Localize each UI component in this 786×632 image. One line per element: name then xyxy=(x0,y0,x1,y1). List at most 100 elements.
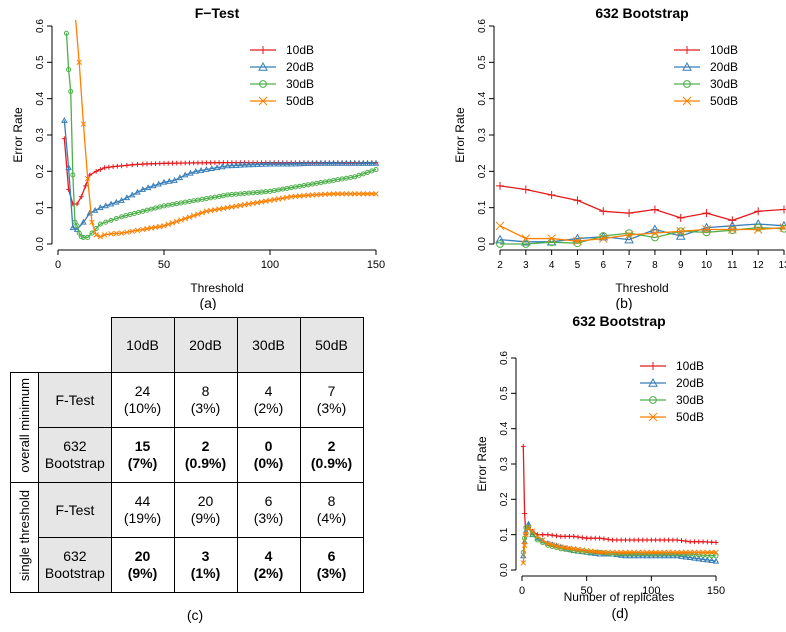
data-point xyxy=(102,165,108,171)
data-point xyxy=(212,160,218,166)
chart-caption: (d) xyxy=(611,605,628,621)
data-point xyxy=(573,196,582,205)
data-point xyxy=(599,232,608,240)
data-point xyxy=(106,164,112,170)
data-point xyxy=(148,225,155,231)
data-point xyxy=(683,46,691,54)
data-point xyxy=(139,186,147,192)
table-cell: 4 (2%) xyxy=(236,537,301,593)
data-point xyxy=(601,549,607,556)
data-point xyxy=(166,177,173,184)
data-point xyxy=(129,228,135,235)
cell-pct: (10%) xyxy=(123,400,162,416)
data-point xyxy=(605,536,611,542)
y-tick-label: 0.0 xyxy=(477,237,488,251)
table-cell: 6 (3%) xyxy=(236,482,301,538)
data-point xyxy=(649,396,657,404)
x-tick-label: 11 xyxy=(727,260,738,271)
data-point xyxy=(614,537,620,543)
data-point xyxy=(326,178,332,184)
data-point xyxy=(571,534,577,539)
table-cell: 20 (9%) xyxy=(173,482,238,538)
data-point xyxy=(352,191,358,197)
data-point xyxy=(618,549,624,556)
series-line xyxy=(522,446,717,544)
data-point xyxy=(330,159,337,166)
col-header-30db: 30dB xyxy=(236,317,301,373)
data-point xyxy=(178,200,184,206)
data-point xyxy=(579,547,586,553)
data-point xyxy=(644,537,650,543)
data-point xyxy=(648,549,655,556)
chart-title: 632 Bootstrap xyxy=(572,313,665,329)
table-row: overall minimum F-Test 24 (10%) 8 (3%) 4 (2… xyxy=(9,372,364,483)
data-point xyxy=(176,174,184,181)
group-label-text: single threshold xyxy=(16,490,32,582)
data-point xyxy=(696,549,702,556)
table-cell: 44 (19%) xyxy=(110,482,175,538)
data-point xyxy=(195,160,201,166)
legend-label: 50dB xyxy=(286,94,314,108)
data-point xyxy=(670,549,676,556)
data-point xyxy=(728,226,737,235)
data-point xyxy=(203,166,210,172)
data-point xyxy=(625,209,634,218)
x-tick-label: 0 xyxy=(55,259,61,271)
data-point xyxy=(529,532,535,538)
data-point xyxy=(199,196,205,202)
data-point xyxy=(181,171,189,178)
data-point xyxy=(521,542,528,549)
data-point xyxy=(275,196,282,202)
series-30dB xyxy=(63,30,379,241)
data-point xyxy=(157,223,163,230)
data-point xyxy=(496,181,504,190)
data-point xyxy=(588,548,594,554)
data-point xyxy=(704,539,710,545)
y-tick-label: 0.5 xyxy=(477,55,488,69)
data-point xyxy=(182,160,188,166)
series-line xyxy=(75,20,376,238)
data-point xyxy=(216,160,222,166)
data-point xyxy=(624,234,634,244)
data-point xyxy=(155,180,162,187)
data-point xyxy=(627,549,633,556)
data-point xyxy=(254,199,261,206)
group-label-overall-minimum: overall minimum xyxy=(9,372,40,483)
data-point xyxy=(187,160,192,166)
data-point xyxy=(296,160,303,167)
data-point xyxy=(161,160,167,166)
data-point xyxy=(321,159,329,166)
data-point xyxy=(84,175,91,182)
data-point xyxy=(144,225,150,232)
data-point xyxy=(72,219,78,225)
legend-label: 30dB xyxy=(676,393,704,407)
panel-d-bootstrap-replicates-chart: 632 Bootstrap 0 50 100 150 0.0 0.1 0.2 0.3 0.4 0.5… xyxy=(470,310,786,627)
data-point xyxy=(702,225,711,234)
data-point xyxy=(213,164,221,171)
data-point xyxy=(347,159,354,166)
data-point xyxy=(313,159,320,166)
data-point xyxy=(102,202,109,209)
y-tick-label: 0.4 xyxy=(35,91,46,105)
data-point xyxy=(258,96,268,106)
data-point xyxy=(754,223,763,232)
data-point xyxy=(700,549,706,556)
data-point xyxy=(575,546,581,553)
data-point xyxy=(627,537,633,543)
data-point xyxy=(567,534,572,539)
cell-count: 2 xyxy=(201,438,210,455)
y-tick-label: 0.1 xyxy=(477,200,488,214)
series-line xyxy=(63,120,376,231)
data-point xyxy=(521,185,530,194)
cell-pct: (0.9%) xyxy=(184,455,227,471)
x-axis-label: Number of replicates xyxy=(564,590,675,604)
cell-count: 15 xyxy=(134,438,151,455)
legend-label: 10dB xyxy=(676,359,704,373)
data-point xyxy=(339,191,345,197)
data-point xyxy=(618,537,624,543)
row-label-bootstrap: 632 Bootstrap xyxy=(38,427,112,483)
data-point xyxy=(220,205,227,212)
data-point xyxy=(220,193,226,199)
data-point xyxy=(356,191,362,197)
data-point xyxy=(279,160,286,167)
